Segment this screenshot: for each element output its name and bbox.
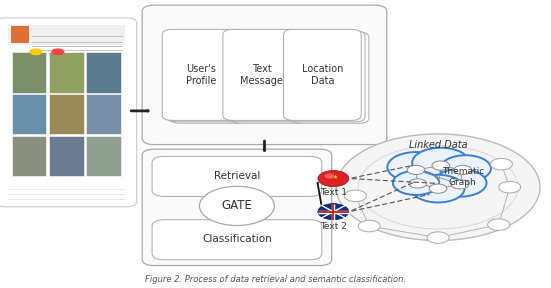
Bar	[48, 94, 84, 134]
Text: GATE: GATE	[222, 199, 252, 213]
Circle shape	[318, 204, 349, 220]
FancyBboxPatch shape	[152, 156, 322, 196]
FancyBboxPatch shape	[291, 32, 369, 123]
FancyBboxPatch shape	[166, 31, 244, 122]
Circle shape	[358, 145, 518, 229]
Bar	[11, 26, 28, 42]
Text: Figure 2. Process of data retrieval and semantic classification.: Figure 2. Process of data retrieval and …	[145, 275, 406, 284]
Circle shape	[412, 148, 469, 178]
Circle shape	[451, 180, 469, 189]
Text: Thematic
Graph: Thematic Graph	[442, 167, 484, 187]
Bar	[12, 94, 46, 134]
Circle shape	[454, 165, 472, 175]
Circle shape	[336, 134, 540, 240]
Bar	[48, 136, 84, 176]
Circle shape	[387, 152, 445, 182]
Circle shape	[412, 175, 464, 202]
FancyBboxPatch shape	[0, 18, 137, 207]
Circle shape	[407, 165, 425, 175]
Text: User's
Profile: User's Profile	[186, 64, 217, 86]
Bar	[12, 52, 46, 93]
Circle shape	[429, 184, 447, 193]
Circle shape	[358, 220, 380, 232]
Bar	[12, 136, 46, 176]
FancyBboxPatch shape	[230, 32, 309, 123]
FancyBboxPatch shape	[283, 29, 361, 120]
Circle shape	[432, 161, 450, 170]
FancyBboxPatch shape	[162, 29, 240, 120]
FancyBboxPatch shape	[226, 31, 304, 122]
Circle shape	[499, 181, 521, 193]
Text: Text 2: Text 2	[320, 221, 347, 231]
Text: Linked Data: Linked Data	[409, 141, 467, 150]
Text: Text 1: Text 1	[320, 188, 347, 198]
Circle shape	[344, 190, 366, 202]
Circle shape	[427, 232, 449, 243]
Circle shape	[434, 169, 487, 197]
Circle shape	[29, 48, 42, 55]
Text: Text
Message: Text Message	[240, 64, 283, 86]
Circle shape	[51, 48, 64, 55]
Bar	[86, 52, 121, 93]
Bar	[86, 94, 121, 134]
Bar	[86, 136, 121, 176]
FancyBboxPatch shape	[142, 149, 332, 266]
Text: Retrieval: Retrieval	[214, 171, 260, 181]
Text: Location
Data: Location Data	[301, 64, 343, 86]
Circle shape	[490, 158, 512, 170]
Circle shape	[409, 179, 426, 188]
FancyBboxPatch shape	[142, 5, 387, 145]
FancyBboxPatch shape	[170, 32, 247, 123]
FancyBboxPatch shape	[288, 31, 365, 122]
Bar	[8, 25, 125, 45]
Circle shape	[440, 155, 491, 182]
Circle shape	[488, 219, 510, 230]
Text: Classification: Classification	[202, 234, 272, 244]
Circle shape	[393, 171, 439, 195]
FancyBboxPatch shape	[152, 220, 322, 260]
Text: ★: ★	[333, 175, 337, 180]
Circle shape	[325, 173, 334, 179]
Circle shape	[199, 186, 274, 226]
Bar	[48, 52, 84, 93]
FancyBboxPatch shape	[223, 29, 301, 120]
Circle shape	[318, 170, 349, 187]
